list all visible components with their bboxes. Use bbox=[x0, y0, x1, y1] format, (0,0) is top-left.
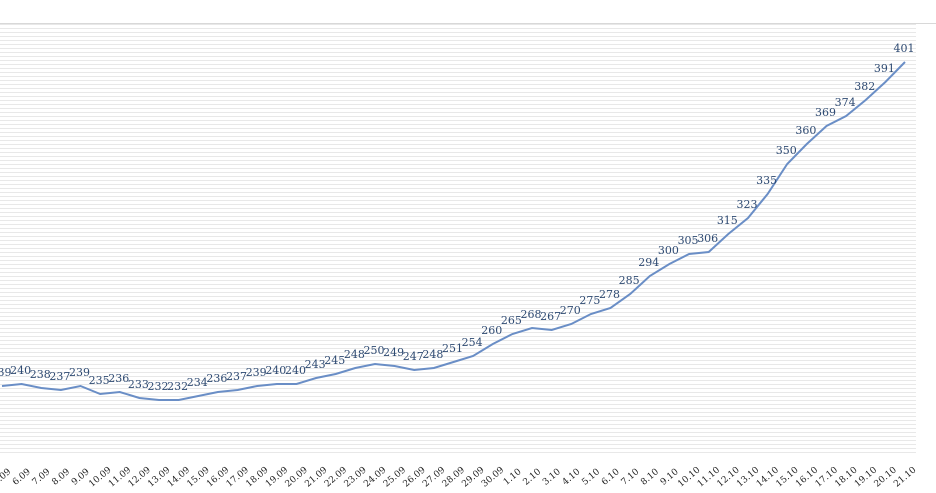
value-label: 240 bbox=[285, 364, 306, 377]
value-label: 260 bbox=[481, 324, 502, 337]
value-label: 233 bbox=[128, 378, 149, 391]
value-label: 360 bbox=[795, 124, 816, 137]
value-label: 239 bbox=[69, 366, 90, 379]
x-tick-label: 3.10 bbox=[541, 467, 563, 488]
value-label: 267 bbox=[540, 310, 561, 323]
value-label: 265 bbox=[501, 314, 522, 327]
value-label: 305 bbox=[678, 234, 699, 247]
value-label: 239 bbox=[0, 366, 12, 379]
value-label: 350 bbox=[776, 144, 797, 157]
value-label: 240 bbox=[265, 364, 286, 377]
value-label: 240 bbox=[10, 364, 31, 377]
x-tick-label: 5.10 bbox=[580, 467, 602, 488]
value-label: 243 bbox=[305, 358, 326, 371]
value-label: 237 bbox=[226, 370, 247, 383]
x-tick-label: 7.10 bbox=[620, 467, 642, 488]
value-label: 251 bbox=[442, 342, 463, 355]
x-tick-label: 8.09 bbox=[50, 467, 72, 488]
data-line bbox=[1, 61, 906, 401]
value-label: 245 bbox=[324, 354, 345, 367]
value-label: 335 bbox=[756, 174, 777, 187]
value-label: 268 bbox=[521, 308, 542, 321]
x-tick-label: 7.09 bbox=[31, 467, 53, 488]
x-tick-label: 8.10 bbox=[639, 467, 661, 488]
x-tick-label: 30.09 bbox=[480, 465, 506, 489]
value-label: 278 bbox=[599, 288, 620, 301]
x-tick-label: 21.10 bbox=[892, 465, 918, 489]
value-label: 374 bbox=[835, 96, 856, 109]
value-label: 247 bbox=[403, 350, 424, 363]
value-label: 285 bbox=[619, 274, 640, 287]
x-tick-label: 6.09 bbox=[11, 467, 33, 488]
value-label: 294 bbox=[638, 256, 659, 269]
x-tick-label: 1.10 bbox=[502, 467, 524, 488]
value-label: 248 bbox=[422, 348, 443, 361]
value-label: 239 bbox=[246, 366, 267, 379]
value-label: 236 bbox=[206, 372, 227, 385]
value-label: 275 bbox=[579, 294, 600, 307]
value-label: 236 bbox=[108, 372, 129, 385]
plot-background bbox=[0, 24, 916, 456]
x-tick-label: 2.10 bbox=[521, 467, 543, 488]
value-label: 235 bbox=[89, 374, 110, 387]
value-label: 315 bbox=[717, 214, 738, 227]
value-label: 248 bbox=[344, 348, 365, 361]
value-label: 232 bbox=[167, 380, 188, 393]
value-label: 238 bbox=[30, 368, 51, 381]
x-tick-label: 4.10 bbox=[561, 467, 583, 488]
value-label: 250 bbox=[363, 344, 384, 357]
value-label: 237 bbox=[49, 370, 70, 383]
value-label: 270 bbox=[560, 304, 581, 317]
value-label: 391 bbox=[874, 62, 895, 75]
value-label: 323 bbox=[736, 198, 757, 211]
value-label: 401 bbox=[894, 42, 915, 55]
x-tick-label: 5.09 bbox=[0, 467, 13, 488]
x-tick-label: 6.10 bbox=[600, 467, 622, 488]
value-label: 249 bbox=[383, 346, 404, 359]
value-label: 300 bbox=[658, 244, 679, 257]
value-label: 254 bbox=[462, 336, 483, 349]
value-label: 306 bbox=[697, 232, 718, 245]
value-label: 232 bbox=[148, 380, 169, 393]
value-label: 369 bbox=[815, 106, 836, 119]
value-label: 234 bbox=[187, 376, 208, 389]
value-label: 382 bbox=[854, 80, 875, 93]
